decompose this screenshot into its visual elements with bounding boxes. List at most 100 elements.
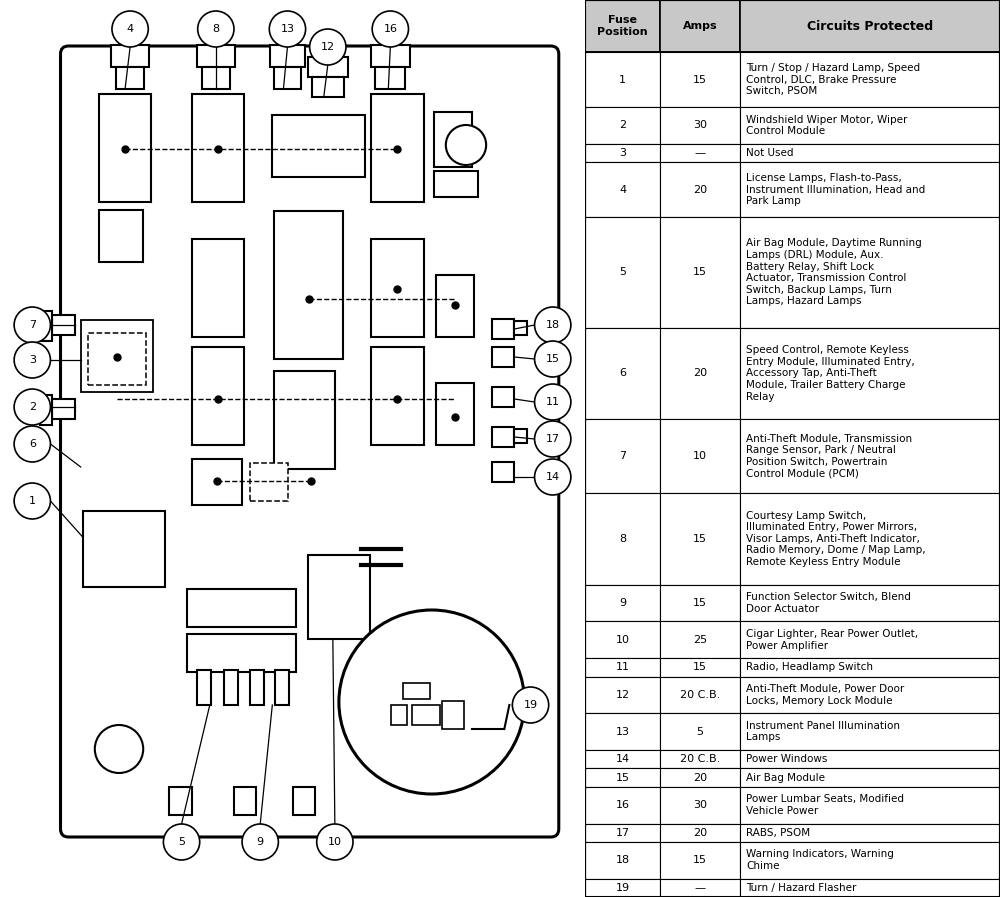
Circle shape	[95, 725, 143, 773]
Text: 14: 14	[615, 754, 630, 764]
Bar	[585, 492, 660, 585]
Bar	[660, 787, 740, 823]
Bar	[81, 320, 153, 392]
Bar	[585, 676, 660, 713]
Text: 19: 19	[615, 883, 630, 893]
Bar	[514, 429, 526, 443]
Bar	[187, 589, 296, 627]
Text: 2: 2	[619, 120, 626, 130]
Bar	[740, 585, 1000, 622]
Bar	[660, 842, 740, 879]
Bar	[740, 162, 1000, 217]
Text: Turn / Hazard Flasher: Turn / Hazard Flasher	[746, 883, 856, 893]
Bar	[412, 705, 440, 725]
Bar	[585, 107, 660, 144]
Bar	[585, 622, 660, 658]
Text: 18: 18	[615, 855, 630, 866]
Circle shape	[372, 11, 408, 47]
Text: Speed Control, Remote Keyless
Entry Module, Illuminated Entry,
Accessory Tap, An: Speed Control, Remote Keyless Entry Modu…	[746, 345, 915, 402]
Text: Air Bag Module, Daytime Running
Lamps (DRL) Module, Aux.
Battery Relay, Shift Lo: Air Bag Module, Daytime Running Lamps (D…	[746, 239, 922, 307]
Bar	[514, 321, 526, 335]
Text: Anti-Theft Module, Transmission
Range Sensor, Park / Neutral
Position Switch, Po: Anti-Theft Module, Transmission Range Se…	[746, 434, 912, 478]
Bar	[116, 67, 144, 89]
Text: 5: 5	[178, 837, 185, 847]
Bar	[740, 622, 1000, 658]
Bar	[492, 427, 514, 447]
Bar	[312, 77, 344, 97]
Bar	[111, 45, 149, 67]
Text: 6: 6	[29, 439, 36, 449]
Bar	[740, 658, 1000, 676]
Bar	[740, 676, 1000, 713]
Bar	[434, 171, 478, 197]
Circle shape	[112, 11, 148, 47]
Text: 15: 15	[693, 662, 707, 673]
Bar	[403, 683, 430, 699]
Bar	[660, 750, 740, 769]
Text: 11: 11	[546, 397, 560, 407]
Bar	[660, 162, 740, 217]
Bar	[492, 387, 514, 407]
Circle shape	[310, 29, 346, 65]
Text: —: —	[694, 148, 706, 158]
Bar	[40, 395, 52, 425]
Bar	[660, 0, 740, 52]
Text: Circuits Protected: Circuits Protected	[807, 20, 933, 32]
Bar	[272, 115, 365, 177]
Bar	[308, 555, 370, 639]
Bar	[192, 94, 244, 202]
Bar	[274, 371, 335, 469]
Bar	[169, 787, 192, 815]
Text: Fuse
Position: Fuse Position	[597, 15, 648, 37]
Text: 1: 1	[619, 74, 626, 84]
Bar	[270, 45, 305, 67]
Text: 20: 20	[693, 828, 707, 838]
Bar	[308, 57, 348, 77]
Text: 20: 20	[693, 185, 707, 195]
Bar	[224, 670, 238, 705]
Text: 4: 4	[619, 185, 626, 195]
Bar	[192, 347, 244, 445]
Bar	[740, 327, 1000, 420]
Bar	[436, 383, 474, 445]
Bar	[585, 0, 660, 52]
Text: 10: 10	[328, 837, 342, 847]
Text: 17: 17	[615, 828, 630, 838]
Circle shape	[269, 11, 306, 47]
Text: Warning Indicators, Warning
Chime: Warning Indicators, Warning Chime	[746, 849, 894, 871]
Bar	[99, 210, 143, 262]
Bar	[585, 144, 660, 162]
Bar	[740, 787, 1000, 823]
Text: 15: 15	[546, 354, 560, 364]
Bar	[660, 107, 740, 144]
Circle shape	[535, 307, 571, 343]
Text: Not Used: Not Used	[746, 148, 794, 158]
Text: 20 C.B.: 20 C.B.	[680, 690, 720, 700]
Circle shape	[242, 824, 278, 860]
Bar	[83, 511, 165, 587]
Bar	[740, 0, 1000, 52]
Text: 15: 15	[693, 74, 707, 84]
Text: Anti-Theft Module, Power Door
Locks, Memory Lock Module: Anti-Theft Module, Power Door Locks, Mem…	[746, 684, 904, 706]
Text: 5: 5	[619, 267, 626, 277]
Circle shape	[14, 342, 50, 378]
Text: 20 C.B.: 20 C.B.	[680, 754, 720, 764]
Bar	[660, 144, 740, 162]
Text: 10: 10	[616, 635, 630, 645]
Circle shape	[535, 341, 571, 377]
Bar	[660, 327, 740, 420]
Bar	[88, 333, 146, 385]
Bar	[187, 634, 296, 672]
Bar	[585, 162, 660, 217]
Bar	[740, 217, 1000, 327]
Bar	[40, 311, 52, 341]
Bar	[492, 347, 514, 367]
Bar	[585, 713, 660, 750]
Circle shape	[317, 824, 353, 860]
Text: 16: 16	[383, 24, 397, 34]
Text: Turn / Stop / Hazard Lamp, Speed
Control, DLC, Brake Pressure
Switch, PSOM: Turn / Stop / Hazard Lamp, Speed Control…	[746, 63, 920, 96]
Bar	[292, 787, 315, 815]
Bar	[660, 492, 740, 585]
Bar	[275, 670, 289, 705]
Text: —: —	[694, 883, 706, 893]
